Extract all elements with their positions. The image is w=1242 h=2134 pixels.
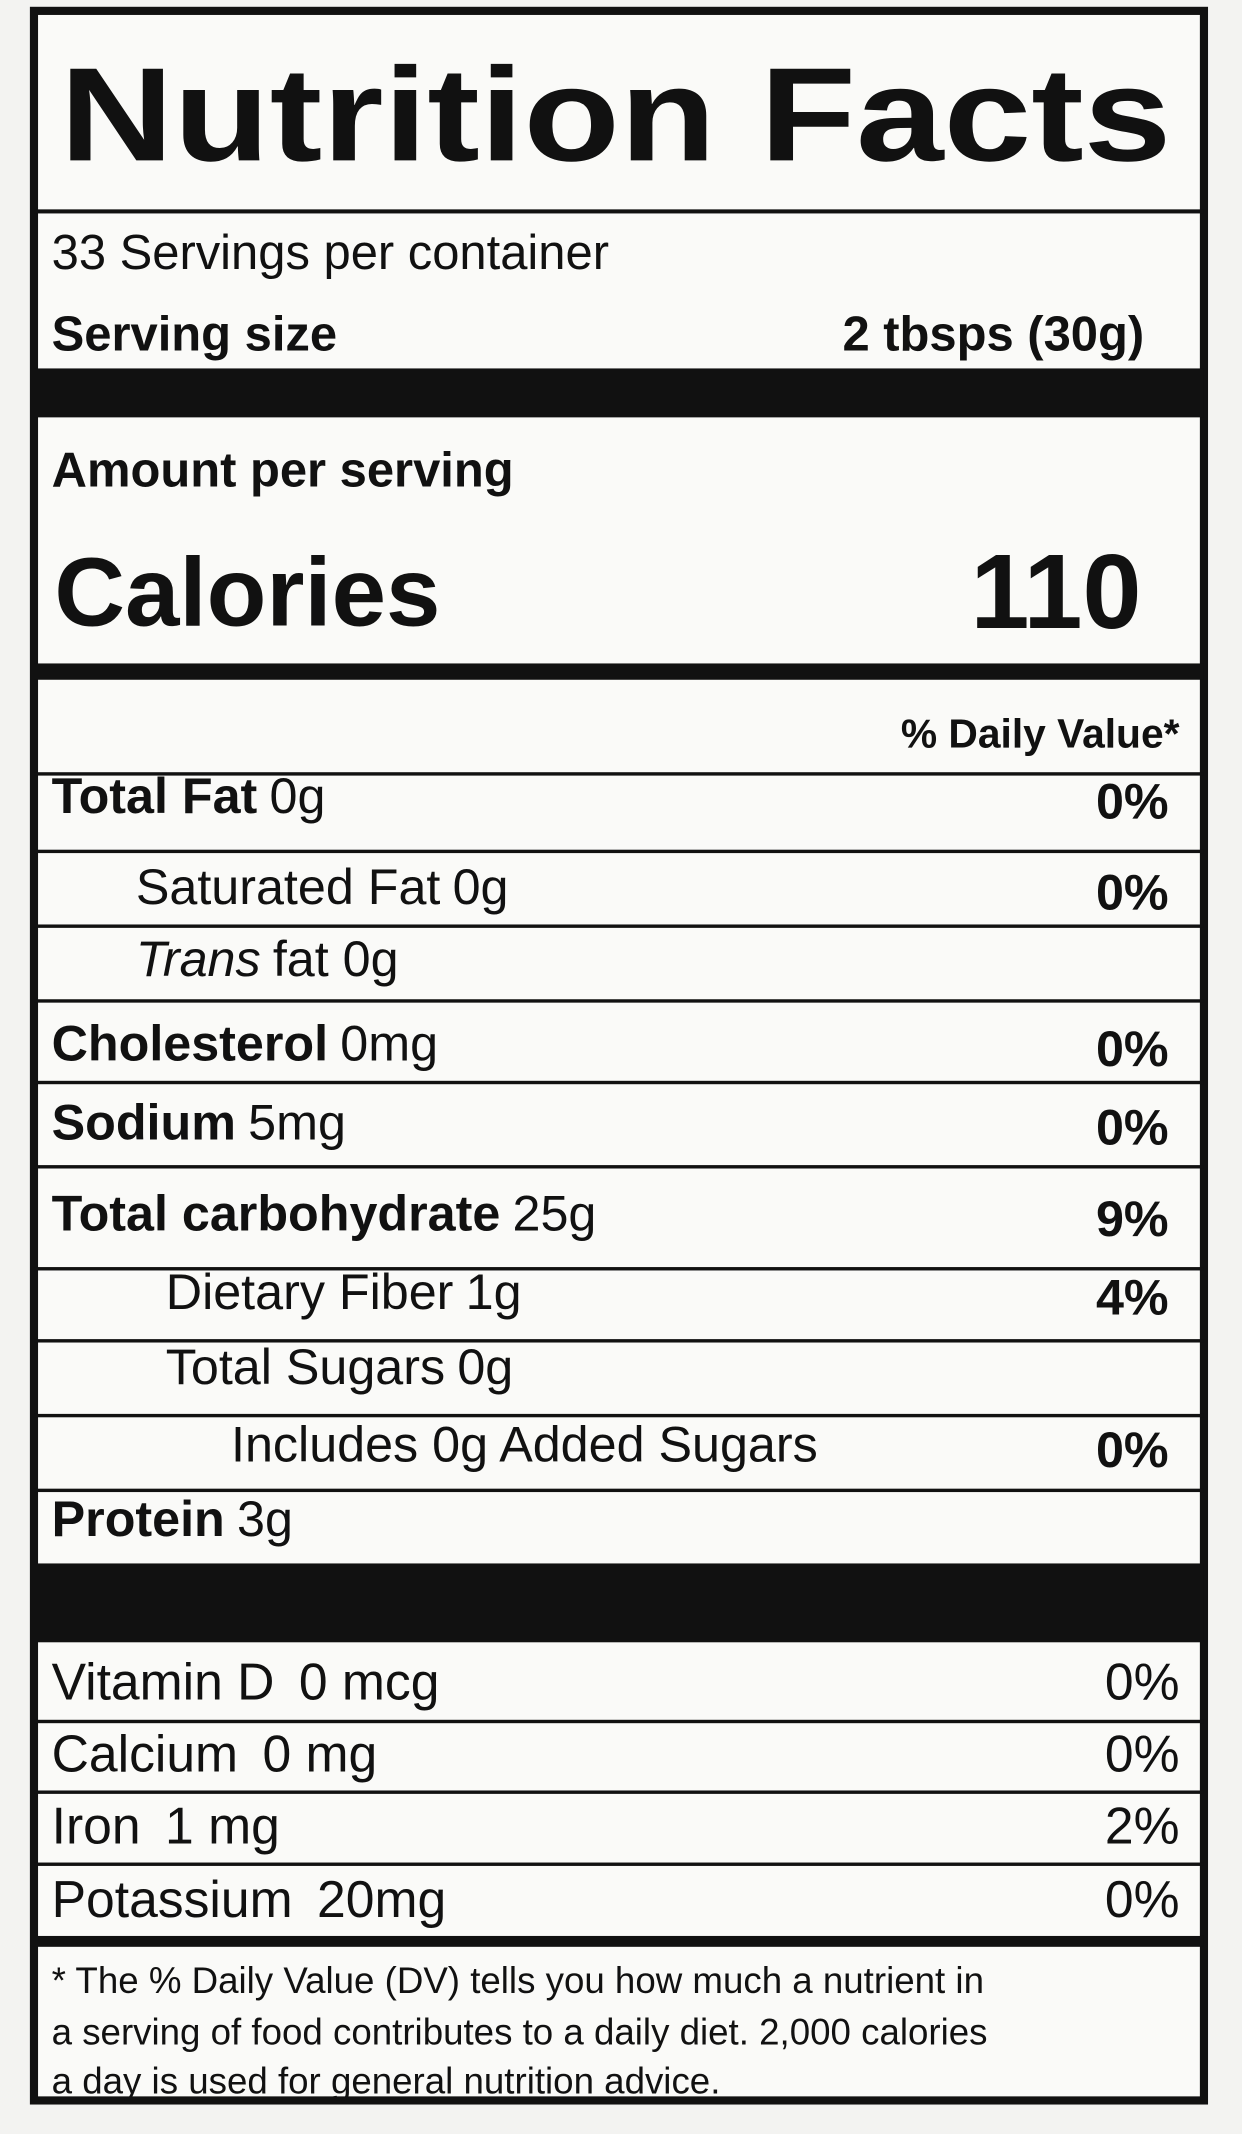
nutrient-name: Total Sugars [166,1338,445,1395]
nutrient-amount: 5mg [248,1093,346,1150]
serving-size-value: 2 tbsps (30g) [842,308,1144,362]
rule [33,209,1204,214]
rule [33,999,1204,1003]
nutrient-name: Protein [52,1490,225,1547]
rule [33,849,1204,854]
nutrient-amount: fat 0g [273,930,399,987]
calories-value: 110 [970,533,1141,651]
rule [33,1413,1204,1418]
nutrient-dv: 0% [1096,1020,1169,1077]
nutrient-rows: Total Fat 0g 0%Saturated Fat 0g 0%Trans fat 0… [33,767,1204,1547]
vitamin-amount: 1 mg [165,1796,280,1854]
nutrient-amount: 3g [237,1490,293,1547]
vitamin-amount: 0 mg [263,1724,378,1782]
rule [33,1488,1204,1493]
nutrient-row: Saturated Fat 0g [136,858,509,915]
medium-rule [33,1935,1204,1947]
nutrient-amount: 0g [270,767,326,824]
nutrient-name: Saturated Fat [136,858,441,915]
serving-size-label: Serving size [52,308,337,362]
nutrient-row: Sodium 5mg [52,1093,346,1150]
servings: 33 Servings per container [52,226,609,280]
vitamin-name: Potassium [52,1870,293,1928]
vitamin-row: Iron 1 mg [52,1796,280,1854]
footnote: * The % Daily Value (DV) tells you how m… [52,1960,984,2001]
nutrient-name: Cholesterol [52,1014,328,1071]
vitamin-name: Iron [52,1796,141,1854]
nutrient-dv: 0% [1096,772,1169,829]
vitamin-rows: Vitamin D 0 mcg 0% Calcium 0 mg 0% Iron 1 mg 2% P… [33,1652,1204,1928]
thick-rule [33,368,1204,418]
vitamin-dv: 0% [1105,1652,1180,1710]
vitamin-row: Calcium 0 mg [52,1724,378,1782]
nutrient-amount: 25g [513,1184,597,1241]
nutrient-amount: 1g [466,1263,522,1320]
nutrient-dv: 0% [1096,864,1169,921]
nutrient-row: Total Sugars 0g [166,1338,513,1395]
nutrient-dv: 0% [1096,1421,1169,1478]
nutrient-name: Dietary Fiber [166,1263,454,1320]
footnote: a serving of food contributes to a daily… [52,2012,988,2053]
rule [33,1165,1204,1169]
rule [33,1080,1204,1085]
rule [33,772,1204,776]
nutrient-row: Cholesterol 0mg [52,1014,438,1071]
rule [33,1862,1204,1866]
nutrient-dv: 9% [1096,1190,1169,1247]
nutrient-name: Total Fat [52,767,258,824]
vitamin-dv: 0% [1105,1870,1180,1928]
nutrient-row: Total Fat 0g [52,767,326,824]
nutrient-name: Trans [136,930,261,987]
nutrient-amount: 0g [457,1338,513,1395]
nutrient-row: Includes 0g Added Sugars [231,1415,818,1472]
vitamin-dv: 2% [1105,1796,1180,1854]
vitamin-amount: 20mg [317,1870,446,1928]
label-border [29,6,1209,2105]
rule [33,1719,1204,1724]
vitamin-row: Potassium 20mg [52,1870,447,1928]
footnote: a day is used for general nutrition advi… [52,2061,721,2102]
nutrient-amount: 0g [453,858,509,915]
nutrient-dv: 0% [1096,1099,1169,1156]
nutrient-dv: 4% [1096,1269,1169,1326]
nutrient-amount: 0mg [340,1014,438,1071]
rule [33,1267,1204,1271]
calories-label: Calories [54,536,440,646]
nutrient-row: Trans fat 0g [136,930,399,987]
nutrient-name: Total carbohydrate [52,1184,501,1241]
nutrient-row: Total carbohydrate 25g [52,1184,597,1241]
vitamin-name: Vitamin D [52,1652,275,1710]
amount-per-serving: Amount per serving [52,444,514,498]
medium-rule [33,663,1204,680]
nutrient-row: Dietary Fiber 1g [166,1263,522,1320]
rule [33,1339,1204,1343]
vitamin-row: Vitamin D 0 mcg [52,1652,440,1710]
thick-rule [33,1563,1204,1643]
rule [33,1790,1204,1794]
title: Nutrition Facts [60,40,1172,189]
nutrient-name: Includes 0g Added Sugars [231,1415,818,1472]
vitamin-dv: 0% [1105,1724,1180,1782]
nutrient-name: Sodium [52,1093,236,1150]
vitamin-name: Calcium [52,1724,238,1782]
vitamin-amount: 0 mcg [299,1652,440,1710]
daily-value-header: % Daily Value* [901,711,1180,757]
nutrient-row: Protein 3g [52,1490,293,1547]
rule [33,924,1204,928]
